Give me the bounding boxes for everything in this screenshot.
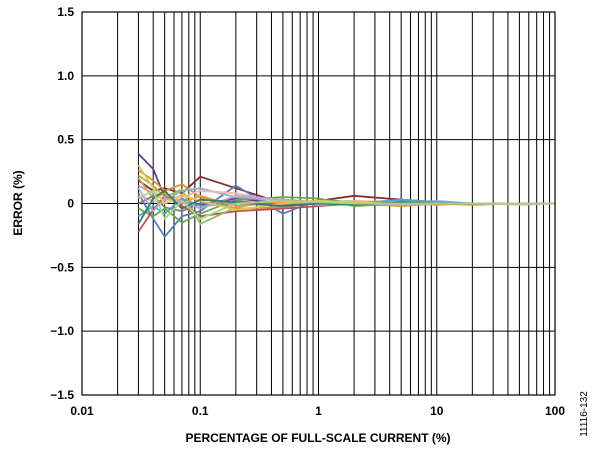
figure-id: 11116-132 <box>579 391 590 437</box>
series-line-16 <box>137 189 555 220</box>
y-tick-label: 0.5 <box>57 133 74 147</box>
y-tick-label: −1.0 <box>50 324 74 338</box>
x-tick-label: 100 <box>545 404 565 418</box>
y-tick-label: −1.5 <box>50 388 74 402</box>
y-tick-label: 0 <box>67 197 74 211</box>
y-tick-label: −0.5 <box>50 260 74 274</box>
y-tick-label: 1.5 <box>57 5 74 19</box>
x-tick-label: 1 <box>315 404 322 418</box>
tick-labels: 0.01 0.1 1 10 100 1.5 1.0 0.5 0 −0.5 −1.0 −1.5 <box>50 5 565 418</box>
y-axis-title: ERROR (%) <box>11 170 25 235</box>
x-tick-label: 0.1 <box>192 404 209 418</box>
plot-frame <box>81 11 556 396</box>
series-lines <box>137 153 556 238</box>
series-line-3 <box>137 184 555 238</box>
x-tick-label: 10 <box>430 404 444 418</box>
x-axis-title: PERCENTAGE OF FULL-SCALE CURRENT (%) <box>185 431 450 445</box>
y-tick-label: 1.0 <box>57 69 74 83</box>
x-tick-label: 0.01 <box>70 404 94 418</box>
